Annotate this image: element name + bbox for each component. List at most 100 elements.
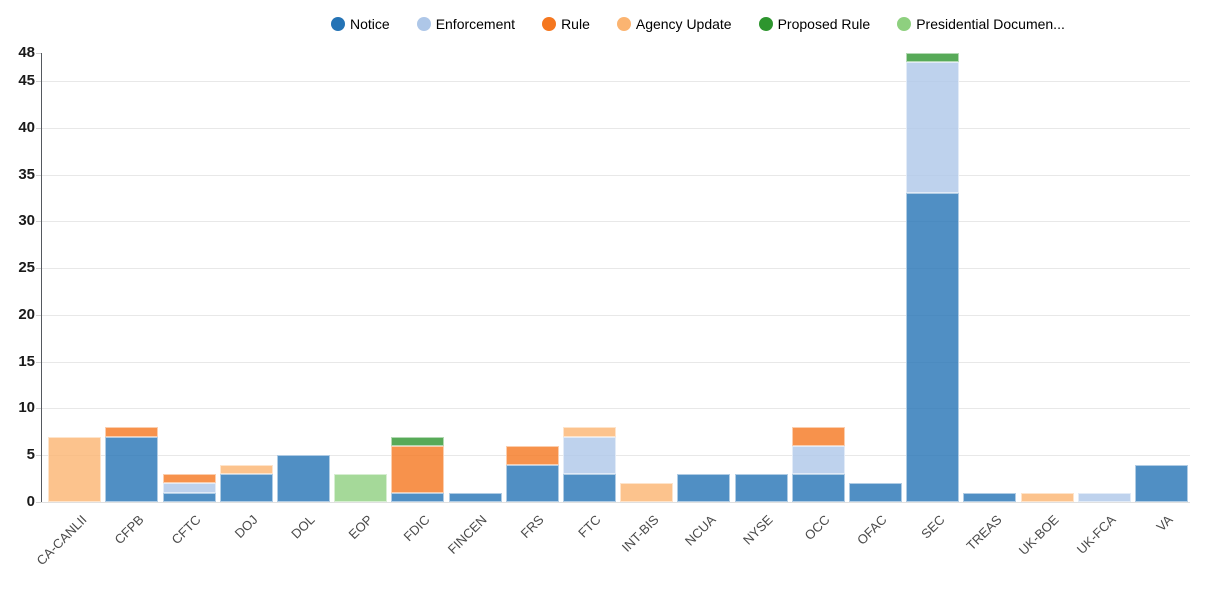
legend-label: Proposed Rule [777,16,871,32]
x-axis-label-uk-fca: UK-FCA [1073,512,1119,557]
x-axis-line [41,502,1190,503]
bar-sec-segment-enforcement[interactable] [906,62,960,194]
bar-occ-segment-rule[interactable] [791,427,845,446]
x-axis-label-ca-canlii: CA-CANLII [33,512,90,569]
gridline-y-20 [41,314,1190,316]
y-tickmark-45 [36,81,41,83]
y-tickmark-5 [36,455,41,457]
legend-item-agency-update[interactable]: Agency Update [616,16,732,32]
x-axis-label-fdic: FDIC [400,512,433,545]
bar-cftc-segment-enforcement[interactable] [162,483,216,493]
bar-cftc-segment-rule[interactable] [162,473,216,484]
bar-uk-fca-segment-enforcement[interactable] [1077,492,1131,502]
bar-fincen-segment-notice[interactable] [448,492,502,502]
bar-frs-segment-rule[interactable] [505,445,559,465]
x-axis-label-ofac: OFAC [854,512,890,548]
x-axis-label-doj: DOJ [231,512,261,541]
gridline-y-15 [41,361,1190,363]
y-tickmark-25 [36,268,41,270]
bar-ftc-segment-enforcement[interactable] [562,436,616,474]
y-axis-label-48: 48 [18,44,35,61]
legend-label: Presidential Documen... [916,16,1065,32]
bar-fdic-segment-notice[interactable] [391,492,445,502]
legend-swatch-icon-proposed-rule [758,17,773,31]
y-tickmark-35 [36,174,41,176]
x-axis-label-eop: EOP [345,512,376,543]
bar-fdic-segment-proposed-rule[interactable] [391,436,445,446]
legend-swatch-icon-presidential-document [897,17,912,31]
bar-cfpb-segment-rule[interactable] [105,427,159,437]
bar-occ-segment-enforcement[interactable] [791,445,845,474]
x-axis-label-cfpb: CFPB [111,512,147,548]
y-axis-label-45: 45 [18,72,35,90]
y-axis-label-20: 20 [18,305,35,323]
gridline-y-25 [41,268,1190,270]
x-axis-label-int-bis: INT-BIS [618,512,662,555]
bar-ftc-segment-notice[interactable] [562,473,616,502]
y-tickmark-10 [36,408,41,410]
bar-ftc-segment-agency-update[interactable] [562,427,616,437]
gridline-y-40 [41,127,1190,129]
x-axis-label-fincen: FINCEN [444,512,490,557]
y-tickmark-48 [36,53,41,54]
bar-frs-segment-notice[interactable] [505,464,559,502]
x-axis-label-occ: OCC [801,512,833,544]
legend-label: Agency Update [635,16,732,32]
legend-label: Rule [561,16,590,32]
legend-swatch-icon-rule [542,17,557,31]
x-axis-label-nyse: NYSE [739,512,776,548]
bar-uk-boe-segment-agency-update[interactable] [1020,492,1074,502]
legend-item-proposed-rule[interactable]: Proposed Rule [758,16,871,32]
x-axis-label-cftc: CFTC [168,512,204,548]
x-axis-label-dol: DOL [288,512,318,542]
gridline-y-10 [41,408,1190,410]
bar-int-bis-segment-agency-update[interactable] [620,483,674,502]
bar-eop-segment-presidential-document[interactable] [334,473,388,502]
legend-swatch-icon-notice [331,17,345,31]
bar-doj-segment-agency-update[interactable] [219,464,273,474]
legend-swatch-icon-enforcement [416,17,431,31]
bar-fdic-segment-rule[interactable] [391,445,445,493]
x-axis-label-ncua: NCUA [681,512,719,549]
legend: Notice Enforcement Rule Agency Update Propos… [331,16,1065,32]
y-axis-line [41,53,42,502]
y-axis-label-10: 10 [18,399,35,417]
bar-dol-segment-notice[interactable] [276,455,330,502]
bar-va-segment-notice[interactable] [1134,464,1188,502]
y-tickmark-0 [36,502,41,503]
y-axis-label-40: 40 [18,118,35,136]
bar-cfpb-segment-notice[interactable] [105,436,159,502]
legend-item-enforcement[interactable]: Enforcement [416,16,516,32]
gridline-y-35 [41,174,1190,176]
x-axis-label-sec: SEC [917,512,948,542]
bar-ca-canlii-segment-agency-update[interactable] [48,436,102,502]
legend-item-presidential-document[interactable]: Presidential Documen... [897,16,1065,32]
y-tickmark-40 [36,127,41,129]
bar-treas-segment-notice[interactable] [963,492,1017,502]
y-axis-label-15: 15 [18,352,35,370]
legend-item-rule[interactable]: Rule [542,16,590,32]
x-axis-label-treas: TREAS [963,512,1005,554]
bar-sec-segment-proposed-rule[interactable] [906,53,960,63]
x-axis-label-uk-boe: UK-BOE [1015,512,1062,558]
gridline-y-45 [41,81,1190,83]
bar-doj-segment-notice[interactable] [219,473,273,502]
bar-ofac-segment-notice[interactable] [848,483,902,502]
y-tickmark-20 [36,314,41,316]
x-axis-label-ftc: FTC [575,512,604,541]
y-axis-label-35: 35 [18,165,35,183]
bar-occ-segment-notice[interactable] [791,473,845,502]
y-axis-label-30: 30 [18,212,35,230]
bar-nyse-segment-notice[interactable] [734,473,788,502]
bar-ncua-segment-notice[interactable] [677,473,731,502]
gridline-y-30 [41,221,1190,223]
bar-sec-segment-notice[interactable] [906,193,960,502]
y-tickmark-15 [36,361,41,363]
y-axis-label-5: 5 [26,446,35,464]
legend-item-notice[interactable]: Notice [331,16,390,32]
legend-label: Enforcement [435,16,516,32]
y-axis-label-0: 0 [26,493,35,510]
x-axis-label-frs: FRS [517,512,547,541]
bar-cftc-segment-notice[interactable] [162,492,216,502]
